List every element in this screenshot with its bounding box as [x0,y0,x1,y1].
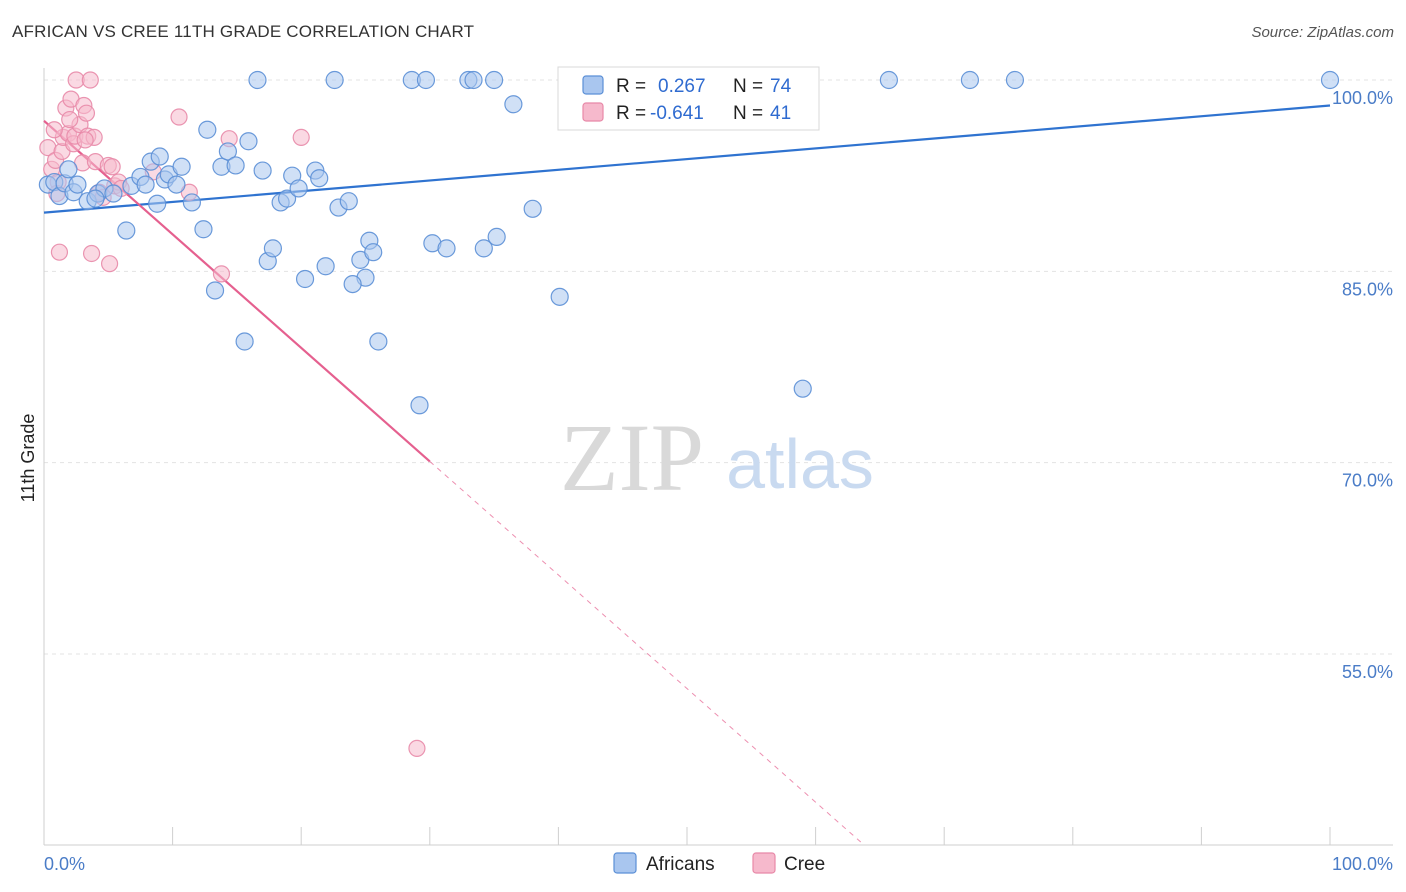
africans-point-53 [437,239,456,258]
cree-point-35 [82,244,101,263]
cree-point-15 [77,104,96,122]
legend-africans-swatch [582,75,604,95]
cree-point-28 [170,108,188,126]
legend-africans-r-value: 0.267 [658,76,706,97]
y-tick-label-70: 70.0% [1342,471,1393,491]
cree-point-36 [100,255,119,273]
africans-point-28 [239,132,258,151]
x-tick-label-min: 0.0% [44,854,85,874]
legend-cree-swatch [582,102,604,122]
africans-point-25 [218,142,237,161]
y-tick-label-85: 85.0% [1342,279,1393,299]
y-axis-title: 11th Grade [18,414,38,503]
africans-point-10 [117,221,136,240]
x-tick-label-max: 100.0% [1332,854,1393,874]
cree-point-17 [81,71,99,89]
cree-trend-line [43,119,431,463]
legend-cree-n-label: N = [733,103,763,124]
africans-point-57 [485,70,504,90]
africans-point-9 [104,184,123,203]
africans-point-69 [150,147,169,166]
cree-point-40 [76,131,94,149]
cree-point-23 [103,158,121,176]
legend-africans-n-value: 74 [770,76,792,97]
africans-point-30 [253,161,272,180]
africans-point-50 [410,396,429,415]
watermark: ZIP atlas [560,404,874,511]
africans-point-64 [793,379,812,398]
africans-point-71 [59,160,78,179]
cree-trend-line-extrapolated [429,461,865,846]
africans-point-5 [68,175,87,194]
africans-point-23 [205,281,225,300]
data-points [38,70,1340,757]
cree-point-38 [61,110,79,129]
legend-cree-r-value: -0.641 [650,103,704,124]
axes [43,68,1393,846]
africans-point-55 [464,70,483,90]
africans-point-39 [310,169,329,188]
africans-point-47 [364,243,383,262]
y-tick-label-100: 100.0% [1332,88,1393,108]
watermark-atlas: atlas [726,425,874,503]
africans-point-32 [263,239,283,258]
legend-africans-n-label: N = [733,76,763,97]
correlation-legend: R = 0.267 N = 74 R = -0.641 N = 41 [557,66,820,131]
africans-point-22 [198,120,217,139]
africans-trend-line [43,104,1331,214]
series-legend: Africans Cree [613,852,825,875]
bottom-legend-africans-label: Africans [646,854,715,875]
africans-point-73 [343,274,362,294]
africans-point-40 [316,257,335,276]
legend-africans-r-label: R = [616,76,646,97]
bottom-legend-cree-label: Cree [784,854,825,875]
africans-point-48 [369,332,388,351]
africans-point-58 [487,227,506,246]
africans-point-68 [1320,70,1340,90]
africans-point-60 [550,287,569,306]
africans-point-27 [235,332,254,351]
africans-point-56 [474,239,493,258]
bottom-legend-africans-swatch [613,852,637,874]
africans-point-43 [339,192,358,211]
cree-point-32 [292,128,310,146]
chart-title: AFRICAN VS CREE 11TH GRADE CORRELATION C… [12,22,475,41]
africans-point-59 [523,199,542,218]
africans-point-70 [86,189,105,208]
africans-point-20 [182,193,201,212]
cree-point-37 [45,121,63,139]
bottom-legend-cree-swatch [752,852,776,874]
africans-point-36 [289,179,308,198]
africans-point-13 [136,175,155,194]
legend-cree-n-value: 41 [770,103,791,124]
watermark-zip: ZIP [560,404,704,511]
y-tick-labels: 100.0% 85.0% 70.0% 55.0% [1332,88,1393,682]
trend-lines [43,104,1331,846]
africans-point-72 [504,95,523,114]
africans-point-34 [277,189,297,208]
africans-point-41 [325,70,344,90]
africans-point-29 [248,70,267,90]
africans-point-26 [226,156,245,175]
africans-point-51 [416,70,436,90]
africans-point-67 [1005,70,1025,90]
chart-source: Source: ZipAtlas.com [1251,24,1394,41]
africans-point-21 [194,220,213,239]
africans-point-65 [879,70,899,90]
cree-point-33 [408,739,426,757]
africans-point-18 [167,175,186,194]
africans-point-19 [172,157,191,176]
y-tick-label-55: 55.0% [1342,662,1393,682]
cree-point-34 [50,243,69,261]
cree-point-30 [212,265,231,283]
legend-cree-r-label: R = [616,103,646,124]
grid-lines [44,79,1393,655]
africans-point-37 [295,269,315,289]
africans-point-66 [960,70,980,90]
africans-point-15 [148,194,167,213]
